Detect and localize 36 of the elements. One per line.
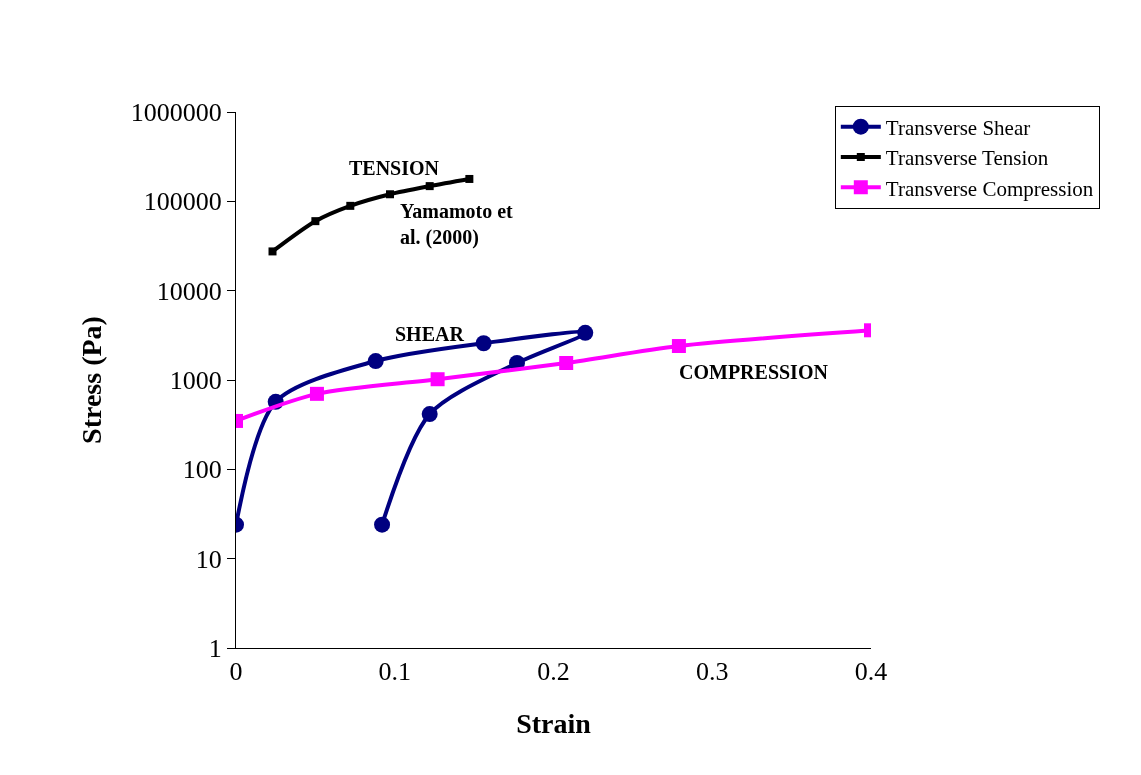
legend-label: Transverse Shear	[885, 115, 1031, 140]
y-tick-label: 1	[208, 634, 222, 664]
annotation: SHEAR	[395, 323, 465, 345]
annotation: Yamamoto et al. (2000)	[400, 200, 514, 249]
x-tick-label: 0.4	[854, 657, 888, 687]
point	[421, 406, 438, 423]
point	[268, 247, 277, 256]
point	[374, 516, 391, 533]
annotation: COMPRESSION	[679, 361, 829, 383]
point	[309, 386, 324, 401]
point	[311, 217, 320, 226]
x-tick-label: 0.3	[696, 657, 729, 687]
point	[671, 339, 686, 354]
point	[465, 174, 474, 183]
point	[385, 190, 394, 199]
x-tick-label: 0.1	[378, 657, 411, 687]
y-tick-label: 1000000	[130, 98, 222, 128]
point	[577, 324, 594, 341]
point	[475, 335, 492, 352]
y-axis-title: Stress (Pa)	[76, 316, 108, 444]
point	[425, 182, 434, 191]
legend-label: Transverse Compression	[885, 176, 1094, 201]
y-tick-label: 100000	[143, 187, 222, 217]
annotation: TENSION	[349, 157, 440, 179]
y-tick-label: 1000	[169, 366, 222, 396]
x-tick-label: 0.2	[537, 657, 570, 687]
legend-label: Transverse Tension	[885, 146, 1049, 171]
point	[430, 372, 445, 387]
point	[367, 353, 384, 370]
point	[559, 356, 574, 370]
x-tick-label: 0	[229, 657, 243, 687]
y-tick-label: 10000	[156, 276, 222, 306]
point	[346, 201, 355, 210]
y-tick-label: 100	[182, 455, 222, 485]
y-tick-label: 10	[195, 544, 222, 574]
x-axis-title: Strain	[516, 708, 592, 740]
